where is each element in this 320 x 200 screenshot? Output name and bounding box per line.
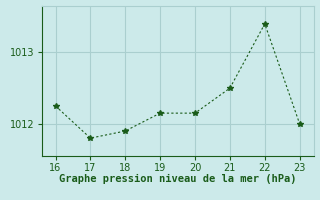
X-axis label: Graphe pression niveau de la mer (hPa): Graphe pression niveau de la mer (hPa) — [59, 174, 296, 184]
